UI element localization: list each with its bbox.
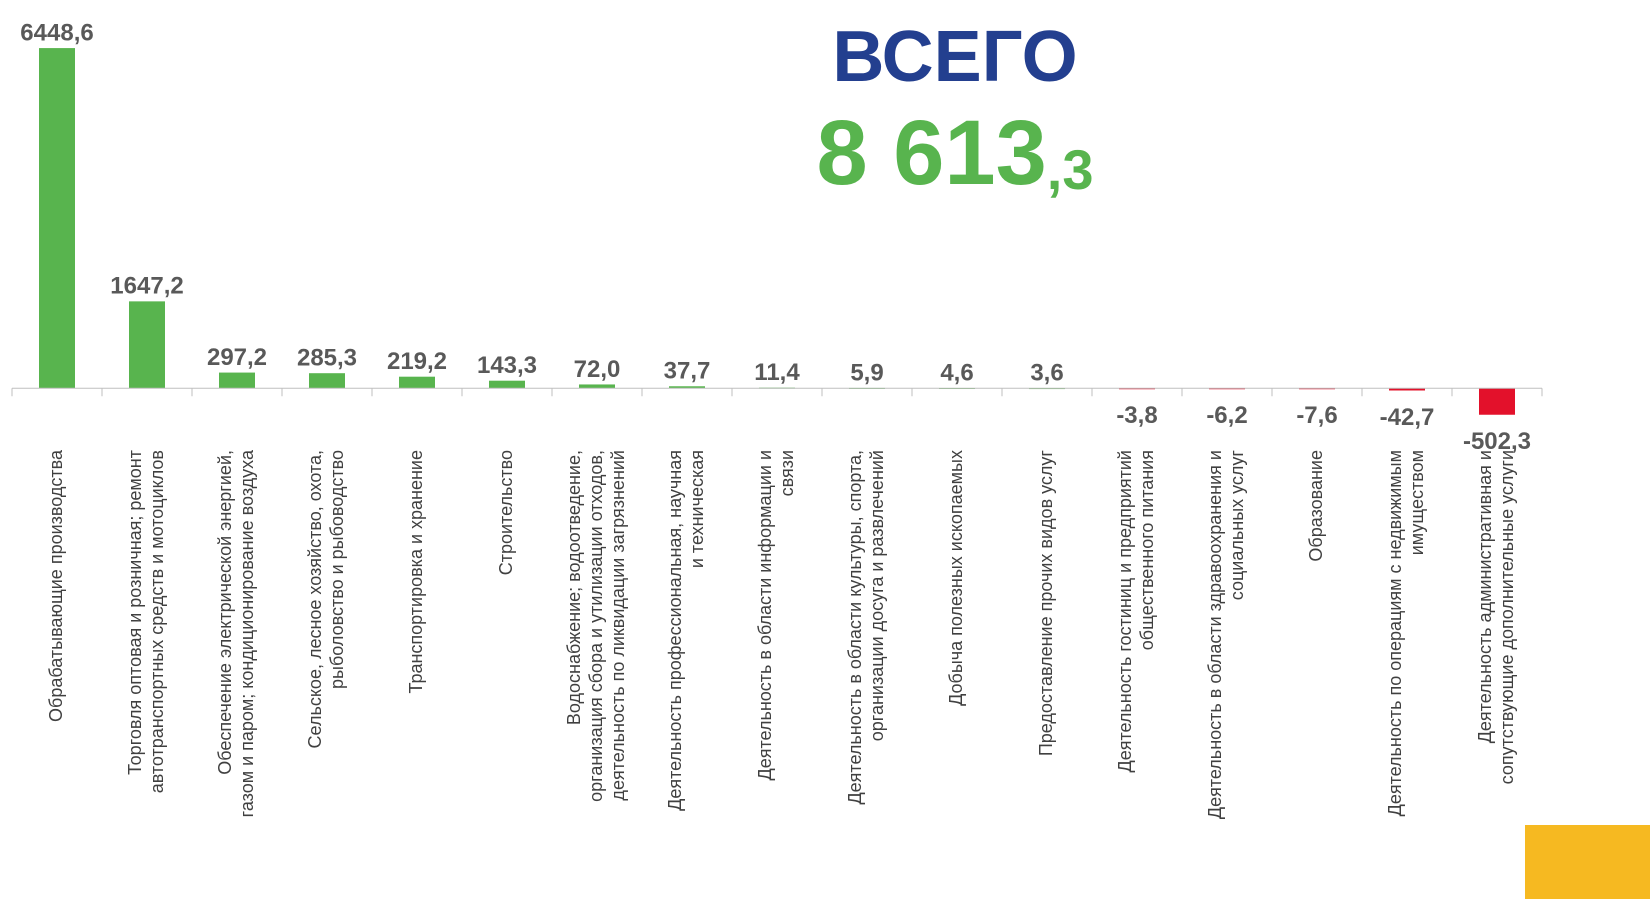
total-title: ВСЕГО [832,17,1077,97]
bar [1389,388,1425,391]
value-label: 72,0 [574,356,621,383]
bar [309,373,345,389]
x-tick-label: Транспортировка и хранение [406,450,426,694]
x-tick-label: Предоставление прочих видов услуг [1036,450,1056,757]
value-label: 5,9 [850,359,883,386]
value-label: 219,2 [387,348,447,375]
x-tick-label: Деятельность административная и сопутству… [1475,450,1517,784]
value-label: -42,7 [1380,404,1435,431]
x-tick-label: Добыча полезных ископаемых [946,450,966,706]
bar [399,376,435,389]
value-label: 37,7 [664,358,711,385]
x-tick-label: Деятельность по операциям с недвижимым им… [1385,450,1427,816]
value-label: 1647,2 [110,273,183,300]
x-tick-label: Водоснабжение; водоотведение, организация… [564,450,628,802]
bar [489,380,525,389]
total-value: 8 613,3 [817,102,1094,204]
x-tick-label: Строительство [496,450,516,575]
value-label: 143,3 [477,352,537,379]
value-label: 3,6 [1030,359,1063,386]
value-label: -7,6 [1296,402,1337,429]
value-label: 297,2 [207,344,267,371]
value-label: 285,3 [297,345,357,372]
x-tick-label: Обеспечение электрической энергией, газом… [215,449,257,817]
corner-decoration [1525,825,1650,899]
bar [1479,388,1515,415]
x-tick-label: Деятельность в области информации и связи [755,450,797,780]
value-label: -502,3 [1463,428,1531,455]
value-label: 11,4 [754,359,800,386]
x-tick-label: Образование [1306,450,1326,562]
bar [39,48,75,389]
value-label: -6,2 [1206,402,1247,429]
value-label: 4,6 [940,359,973,386]
bar [669,386,705,389]
value-label: 6448,6 [20,19,93,46]
value-label: -3,8 [1116,402,1157,429]
bar [579,384,615,389]
x-tick-label: Деятельность в области культуры, спорта,… [845,450,887,805]
bar [129,301,165,389]
x-tick-label: Торговля оптовая и розничная; ремонт авто… [125,450,167,793]
x-tick-label: Обрабатывающие производства [46,449,66,722]
x-tick-label: Деятельность гостиниц и предприятий общес… [1115,450,1157,773]
x-tick-label: Деятельность в области здравоохранения и… [1205,450,1247,820]
x-tick-label: Деятельность профессиональная, научная и … [665,450,707,811]
x-tick-label: Сельское, лесное хозяйство, охота, рыболо… [305,450,347,748]
bar [219,372,255,389]
